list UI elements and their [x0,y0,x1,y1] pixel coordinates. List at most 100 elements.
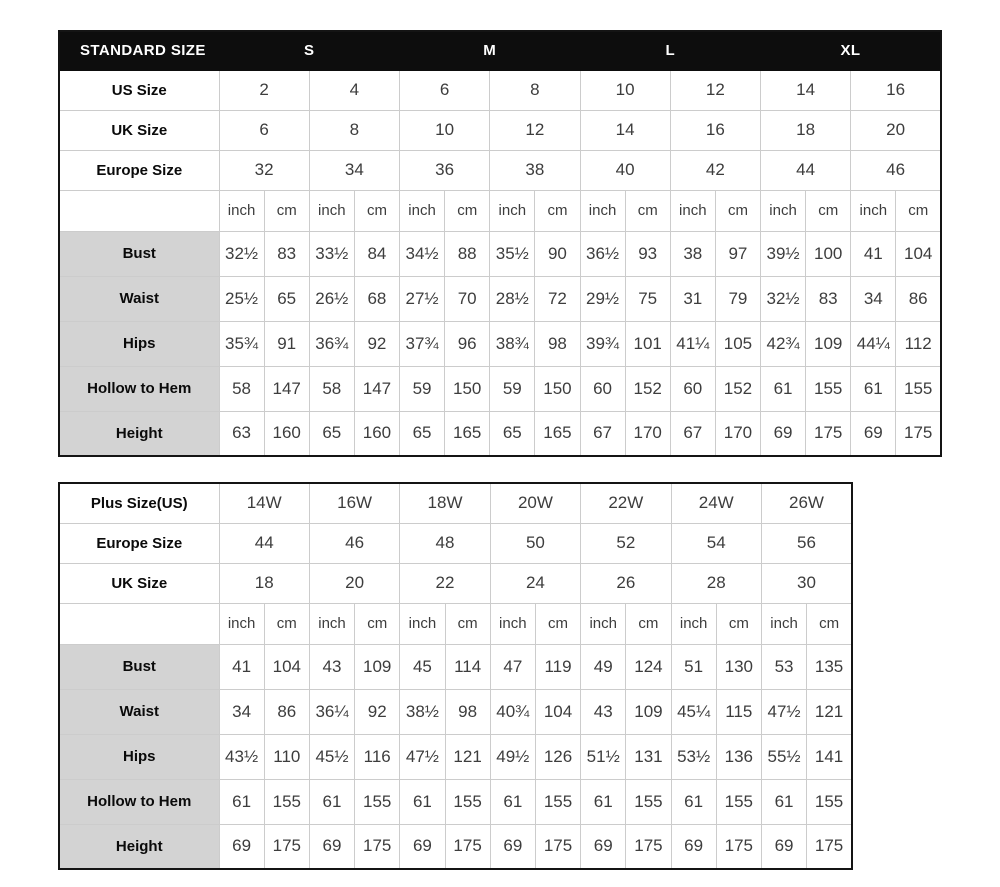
measurement-value-cell: 110 [263,733,310,780]
measurement-value-cell: 170 [624,410,671,457]
size-value-cell: 10 [579,69,671,111]
row-label-hollow-to-hem: Hollow to Hem [58,778,220,825]
measurement-value-cell: 39½ [759,230,807,277]
row-label-hips: Hips [58,733,220,780]
measurement-value-cell: 160 [263,410,310,457]
unit-row-label [58,602,220,645]
measurement-value-cell: 88 [444,230,491,277]
measurement-value-cell: 115 [715,688,762,735]
measure-row-height: Height 63 160 65 160 65 165 65 165 67 170 67 170 69 17… [58,410,942,457]
measure-row-waist: Waist 25½ 65 26½ 68 27½ 70 28½ 72 29½ 75 31 79 32½ 83 3… [58,275,942,322]
measurement-value-cell: 160 [353,410,401,457]
measurement-value-cell: 116 [354,733,401,780]
unit-cell-cm: cm [353,189,401,232]
measurement-value-cell: 67 [579,410,626,457]
size-value-cell: 10 [398,109,491,151]
measurement-value-cell: 119 [534,643,582,690]
measurement-value-cell: 69 [218,823,265,870]
measurement-value-cell: 105 [714,320,762,367]
measurement-value-cell: 112 [895,320,942,367]
size-value-cell: 16 [850,69,942,111]
measurement-value-cell: 131 [625,733,672,780]
measurement-value-cell: 61 [489,778,536,825]
measurement-value-cell: 114 [444,643,491,690]
row-label-bust: Bust [58,643,220,690]
size-value-cell: 28 [670,562,762,604]
measurement-value-cell: 65 [489,410,536,457]
row-label-waist: Waist [58,275,220,322]
measurement-value-cell: 109 [625,688,672,735]
measurement-value-cell: 59 [398,365,446,412]
unit-cell-inch: inch [760,602,808,645]
unit-row: inch cm inch cm inch cm inch cm inch cm inch cm inch… [58,189,942,232]
measurement-value-cell: 41¼ [669,320,716,367]
measurement-value-cell: 175 [715,823,762,870]
measurement-value-cell: 91 [263,320,310,367]
measurement-value-cell: 42¾ [759,320,807,367]
measurement-value-cell: 175 [534,823,582,870]
measurement-value-cell: 165 [534,410,581,457]
measurement-value-cell: 93 [624,230,671,277]
size-value-cell: 46 [308,522,401,564]
measurement-value-cell: 170 [714,410,762,457]
size-value-cell: 40 [579,149,671,191]
measurement-value-cell: 104 [534,688,582,735]
unit-cell-cm: cm [444,189,491,232]
measurement-value-cell: 150 [444,365,491,412]
size-group-l: L [579,30,761,71]
measure-row-bust: Bust 41 104 43 109 45 114 47 119 49 124 51 130 53 135 [58,643,853,690]
measurement-value-cell: 68 [353,275,401,322]
measurement-value-cell: 121 [444,733,491,780]
measurement-value-cell: 155 [263,778,310,825]
measurement-value-cell: 69 [670,823,717,870]
measurement-value-cell: 69 [489,823,536,870]
size-value-cell: 16 [669,109,762,151]
measurement-value-cell: 43½ [218,733,265,780]
measurement-value-cell: 124 [625,643,672,690]
unit-cell-inch: inch [489,189,536,232]
size-row-europe-size: Europe Size 32 34 36 38 40 42 44 46 [58,149,942,191]
measurement-value-cell: 35½ [489,230,536,277]
row-label-uk-size: UK Size [58,109,220,151]
measurement-value-cell: 98 [444,688,491,735]
measurement-value-cell: 38 [669,230,716,277]
measurement-value-cell: 69 [399,823,446,870]
measure-row-waist: Waist 34 86 36¼ 92 38½ 98 40¾ 104 43 109 45¼ 115 47½ 1… [58,688,853,735]
size-value-cell: 44 [759,149,852,191]
measurement-value-cell: 109 [805,320,852,367]
measurement-value-cell: 175 [263,823,310,870]
measurement-value-cell: 41 [850,230,897,277]
measurement-value-cell: 104 [895,230,942,277]
size-value-cell: 34 [308,149,401,191]
measurement-value-cell: 61 [760,778,808,825]
size-value-cell: 54 [670,522,762,564]
unit-cell-inch: inch [399,602,446,645]
size-value-cell: 16W [308,482,401,524]
measurement-value-cell: 65 [308,410,355,457]
measurement-value-cell: 155 [805,365,852,412]
unit-cell-cm: cm [624,189,671,232]
measurement-value-cell: 155 [806,778,853,825]
unit-cell-inch: inch [218,189,265,232]
measurement-value-cell: 65 [398,410,446,457]
measurement-value-cell: 61 [308,778,356,825]
measurement-value-cell: 175 [806,823,853,870]
size-value-cell: 18 [759,109,852,151]
measurement-value-cell: 75 [624,275,671,322]
unit-cell-inch: inch [759,189,807,232]
size-value-cell: 14 [759,69,852,111]
measurement-value-cell: 121 [806,688,853,735]
measurement-value-cell: 83 [263,230,310,277]
table-title: STANDARD SIZE [58,30,220,71]
measurement-value-cell: 86 [895,275,942,322]
measurement-value-cell: 55½ [760,733,808,780]
row-label-waist: Waist [58,688,220,735]
measure-row-hips: Hips 43½ 110 45½ 116 47½ 121 49½ 126 51½ 131 53½ 136… [58,733,853,780]
measurement-value-cell: 61 [759,365,807,412]
measurement-value-cell: 69 [580,823,627,870]
size-row-us-size: US Size 2 4 6 8 10 12 14 16 [58,69,942,111]
measurement-value-cell: 165 [444,410,491,457]
size-value-cell: 52 [580,522,672,564]
size-value-cell: 12 [489,109,581,151]
